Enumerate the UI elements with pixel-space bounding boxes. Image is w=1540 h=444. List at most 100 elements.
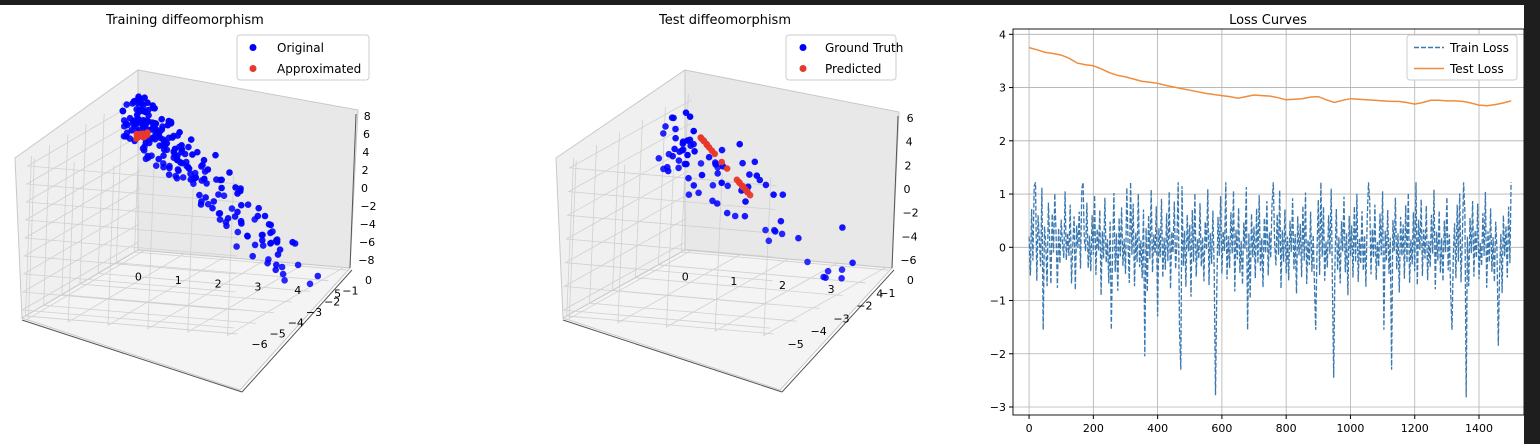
axes-3d-test: 0 1 2 3 4 0 −1 −2 −3 −4 −5 6 4 2 0 −2 −4 −6 <box>555 69 919 393</box>
point-predicted <box>733 176 741 184</box>
z-tick-label: −2 <box>360 200 376 213</box>
point-predicted <box>723 165 731 172</box>
grid-line-y <box>43 145 256 324</box>
grid-line-y <box>589 145 797 322</box>
grid-line-x <box>147 168 265 330</box>
z-tick-label: 4 <box>362 146 369 159</box>
point-original <box>223 222 230 230</box>
grid-line-y <box>79 123 293 303</box>
x-tick-label: 4 <box>294 284 301 297</box>
y-tick-label: −2 <box>324 295 340 308</box>
point-original <box>185 143 192 151</box>
point-ground-truth <box>685 191 693 198</box>
point-ground-truth <box>777 217 785 225</box>
x-tick-label: 1400 <box>1465 422 1493 435</box>
grid-line-z <box>24 151 238 239</box>
point-original <box>120 117 128 124</box>
point-ground-truth <box>669 152 676 160</box>
point-ground-truth <box>660 130 667 137</box>
x-tick-label: 2 <box>779 279 786 292</box>
legend-label-ground-truth: Ground Truth <box>825 41 903 55</box>
legend-box <box>236 34 370 81</box>
point-original <box>158 126 166 133</box>
point-original <box>189 151 196 158</box>
legend-marker-predicted <box>799 65 807 72</box>
point-original <box>238 201 245 209</box>
x-tick-labels: 0 1 2 3 4 5 <box>135 271 341 301</box>
grid-line-z <box>562 241 771 329</box>
x-tick-label: 1 <box>175 274 182 287</box>
z-axis-line <box>891 115 899 269</box>
z-tick-label: 2 <box>905 159 912 172</box>
point-approximated <box>144 129 151 136</box>
point-ground-truth <box>705 153 713 161</box>
y-tick-label: −4 <box>810 325 826 338</box>
point-predicted <box>740 184 747 191</box>
y-tick-label: −5 <box>788 338 804 351</box>
chart-title: Training diffeomorphism <box>105 13 264 28</box>
point-original <box>159 141 166 149</box>
point-ground-truth <box>712 161 719 168</box>
z-tick-label: −2 <box>902 207 918 220</box>
grid-line-z <box>567 123 776 210</box>
plot-lines <box>1028 46 1512 398</box>
point-original <box>259 242 267 249</box>
z-tick-label: −6 <box>900 254 916 267</box>
point-ground-truth <box>691 148 698 155</box>
point-original <box>166 164 173 172</box>
point-original <box>279 270 287 278</box>
point-original <box>141 94 148 101</box>
legend-label-predicted: Predicted <box>825 62 881 76</box>
point-original <box>144 99 151 106</box>
point-predicted <box>744 189 751 196</box>
series-line-train-loss <box>1028 182 1512 398</box>
point-ground-truth <box>746 171 753 178</box>
point-original <box>151 119 158 127</box>
point-original <box>267 229 274 237</box>
point-original <box>163 146 171 154</box>
y-tick-labels: 0 −1 −2 −3 −4 −5 <box>788 274 914 351</box>
point-ground-truth <box>849 259 856 267</box>
z-tick-label: −4 <box>360 218 376 231</box>
point-predicted <box>700 137 707 145</box>
point-ground-truth <box>672 125 679 133</box>
point-original <box>272 266 280 274</box>
z-tick-label: 2 <box>362 164 369 177</box>
legend-marker-approximated <box>249 65 257 72</box>
x-tick-label: 600 <box>1211 422 1232 435</box>
point-ground-truth <box>697 160 705 167</box>
point-ground-truth <box>662 123 669 130</box>
point-original <box>194 148 201 156</box>
y-tick-labels: 0 −1−2−3−4−5−6 <box>251 274 372 351</box>
point-ground-truth <box>772 228 779 235</box>
point-ground-truth <box>804 258 811 266</box>
point-ground-truth <box>664 167 672 175</box>
point-original <box>232 184 239 191</box>
point-original <box>145 112 152 119</box>
grid-line-y <box>635 119 843 297</box>
point-original <box>174 166 182 173</box>
point-ground-truth <box>690 182 698 189</box>
point-original <box>183 158 190 166</box>
x-tick-label: 3 <box>254 281 261 294</box>
point-original <box>138 100 145 107</box>
point-original <box>220 192 228 199</box>
point-original <box>135 117 143 125</box>
legend-marker-ground-truth <box>799 44 807 51</box>
point-original <box>197 201 205 208</box>
point-original <box>152 162 160 169</box>
y-tick-label: −6 <box>251 338 267 351</box>
scatter-points <box>119 93 322 288</box>
grid-line-z <box>23 169 238 257</box>
x-tick-label: 4 <box>876 287 883 300</box>
legend-box <box>785 34 897 81</box>
point-original <box>281 277 288 284</box>
point-original <box>176 129 183 136</box>
point-original <box>178 142 185 149</box>
point-original <box>187 136 195 143</box>
panel-loss: Loss Curves 0 200 400 600 800 1000 1200 1400 4 3 2… <box>990 13 1524 435</box>
point-original <box>226 169 233 176</box>
x-tick-label: 1000 <box>1336 422 1364 435</box>
point-original <box>249 252 256 260</box>
point-ground-truth <box>778 230 786 238</box>
